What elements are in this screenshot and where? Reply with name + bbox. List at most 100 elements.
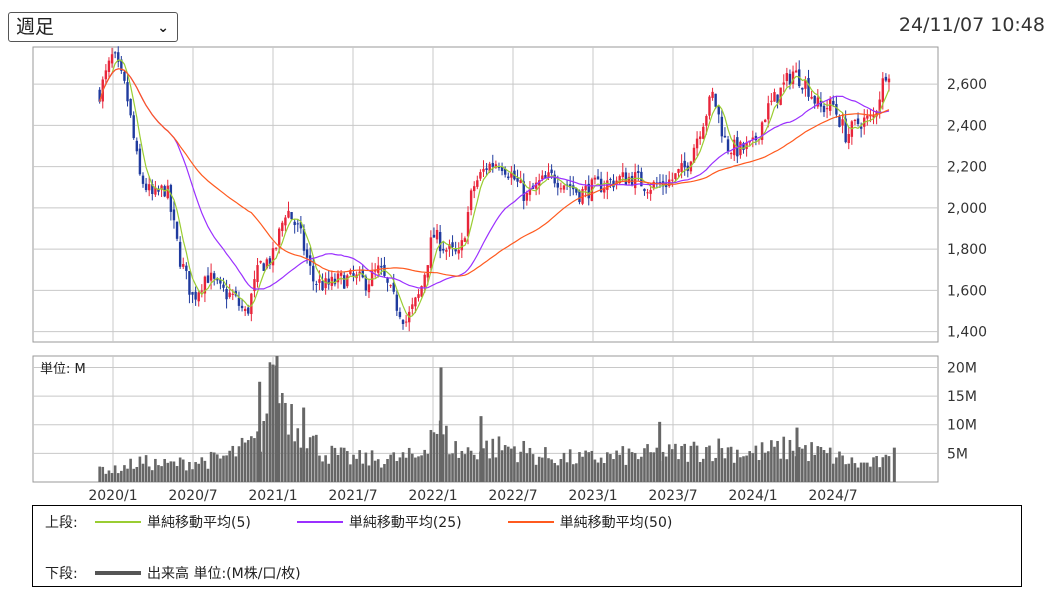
volume-bar (132, 468, 136, 482)
volume-bar (327, 463, 331, 482)
candle-body (209, 272, 213, 281)
volume-bar (110, 473, 114, 482)
legend-volume: 出来高 単位:(M株/口/枚) (89, 563, 301, 583)
volume-bar (624, 464, 628, 482)
volume-bar (531, 454, 535, 482)
candle-body (649, 189, 652, 194)
volume-bar (293, 441, 296, 482)
volume-bar (766, 451, 770, 482)
volume-bar (627, 448, 631, 482)
volume-bar (275, 356, 279, 482)
candle-body (463, 238, 467, 242)
volume-bar (287, 434, 290, 482)
volume-bar (299, 447, 303, 482)
volume-bar (822, 450, 826, 482)
candle-body (420, 286, 423, 297)
volume-bar (513, 446, 516, 482)
candle-body (367, 284, 371, 293)
volume-bar (497, 436, 501, 482)
volume-bar (680, 446, 683, 482)
candle-body (178, 241, 182, 267)
candle-body (228, 292, 231, 297)
candle-body (417, 294, 420, 298)
ma-line-50 (99, 68, 890, 277)
volume-bar (429, 429, 433, 482)
volume-bar (469, 450, 473, 482)
candle-body (392, 282, 395, 292)
volume-bar (544, 447, 547, 482)
volume-bar (417, 456, 420, 482)
volume-bar (856, 467, 860, 482)
candle-body (395, 294, 399, 311)
candle-body (188, 271, 191, 295)
volume-bar (813, 454, 817, 482)
volume-bar (528, 447, 532, 482)
volume-bar (562, 452, 566, 482)
volume-bar (389, 454, 392, 482)
candle-body (593, 177, 597, 180)
legend-upper-row: 上段: 単純移動平均(5) 単純移動平均(25) 単純移動平均(50) (45, 512, 712, 532)
candle-body (318, 279, 321, 283)
volume-bar (640, 456, 643, 482)
candle-body (479, 172, 482, 179)
volume-bar (844, 464, 847, 482)
candle-body (785, 73, 789, 82)
candle-body (129, 98, 132, 116)
volume-bar (850, 457, 854, 482)
volume-bar (606, 452, 609, 482)
candle-body (494, 164, 498, 168)
candle-body (144, 183, 148, 191)
volume-bar (414, 457, 417, 482)
candle-body (767, 103, 770, 120)
volume-bar (206, 468, 210, 482)
volume-tick-label: 15M (947, 389, 977, 405)
candle-body (726, 139, 730, 152)
volume-bar (222, 455, 225, 482)
volume-bar (618, 454, 621, 482)
volume-bar (677, 459, 680, 482)
volume-bar (101, 466, 105, 482)
candle-body (875, 111, 878, 117)
volume-bar (349, 464, 352, 482)
candle-body (172, 209, 176, 221)
x-tick-label: 2023/7 (648, 488, 697, 504)
candle-body (708, 96, 711, 116)
volume-bar (819, 446, 823, 482)
period-select[interactable]: 週足 ⌄ (8, 12, 178, 42)
candle-body (473, 186, 476, 192)
candle-body (671, 179, 674, 181)
volume-bar (869, 466, 872, 482)
volume-bar (435, 433, 439, 482)
volume-bar (714, 457, 717, 482)
candle-body (398, 311, 402, 318)
volume-bar (476, 459, 479, 482)
volume-bar (401, 452, 405, 482)
volume-bar (807, 461, 810, 482)
volume-bar (797, 447, 801, 482)
candle-body (485, 168, 488, 170)
candle-body (265, 259, 269, 269)
volume-bar (773, 446, 776, 482)
candle-body (643, 188, 646, 192)
volume-bar (305, 448, 309, 482)
candle-body (646, 192, 649, 194)
candle-body (160, 185, 163, 190)
candle-body (652, 181, 655, 188)
volume-bar (144, 455, 148, 482)
candle-body (302, 228, 306, 251)
candle-body (299, 222, 303, 229)
volume-bar (355, 458, 358, 482)
price-tick-label: 1,600 (947, 283, 987, 299)
legend-ma50-label: 単純移動平均(50) (559, 515, 673, 531)
candle-body (426, 265, 429, 278)
candle-body (695, 138, 699, 149)
candle-body (565, 184, 569, 186)
volume-bar (166, 462, 170, 482)
candle-body (866, 115, 869, 119)
volume-bar (346, 451, 349, 482)
candle-body (692, 147, 696, 163)
volume-bar (503, 445, 507, 482)
volume-bar (571, 464, 575, 482)
volume-bar (633, 453, 637, 482)
candle-body (711, 91, 714, 98)
